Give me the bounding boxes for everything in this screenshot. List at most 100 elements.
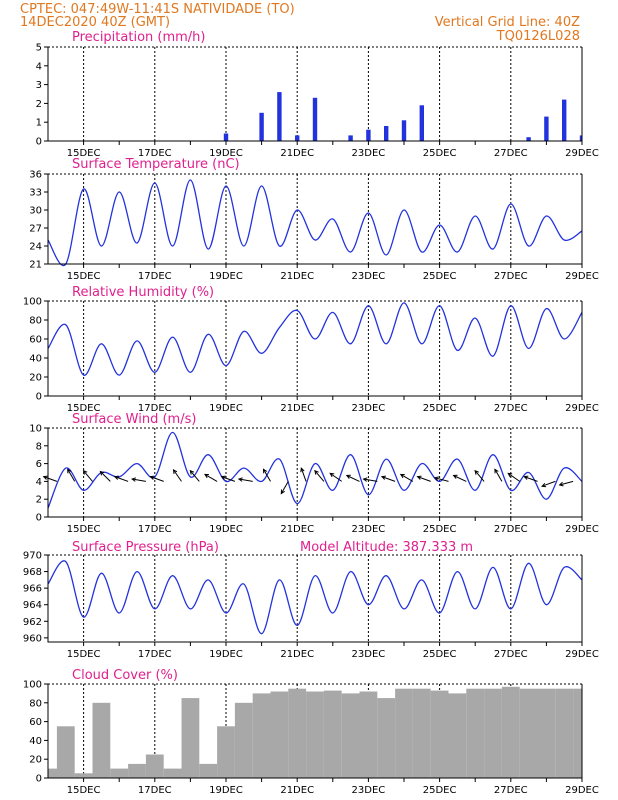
panel-6-bar	[501, 686, 520, 778]
panel-1-bar	[348, 135, 353, 141]
panel-6-x-tick-label: 15DEC	[67, 785, 101, 796]
panel-4-x-tick-label: 19DEC	[209, 524, 243, 535]
panel-6-x-tick-label: 17DEC	[138, 785, 172, 796]
panel-6-bar	[466, 688, 485, 778]
panel-4-x-tick-label: 29DEC	[565, 524, 599, 535]
header-grid-line: Vertical Grid Line: 40Z	[435, 15, 580, 30]
panel-5-x-tick-label: 19DEC	[209, 649, 243, 660]
panel-6-bar	[573, 688, 582, 778]
panel-4-wind-arrow	[221, 476, 236, 482]
panel-1-x-tick-label: 17DEC	[138, 148, 172, 159]
panel-4-wind-arrowhead	[523, 475, 529, 480]
panel-4-wind-arrow	[434, 477, 449, 482]
panel-4-wind-arrowhead	[433, 476, 440, 481]
panel-6-x-tick-label: 19DEC	[209, 785, 243, 796]
panel-5-annotation: Model Altitude: 387.333 m	[300, 540, 473, 555]
panel-4-wind-arrow	[83, 470, 93, 482]
panel-3-y-tick-label: 80	[29, 316, 42, 327]
panel-4-wind-arrowhead	[280, 489, 285, 495]
panel-1-x-tick-label: 15DEC	[67, 148, 101, 159]
panel-1-x-tick-label: 27DEC	[494, 148, 528, 159]
header-model: TQ0126L028	[496, 29, 580, 44]
panel-2-y-tick-label: 27	[29, 224, 42, 235]
panel-4-wind-arrowhead	[172, 468, 178, 474]
panel-5-y-tick-label: 960	[23, 633, 42, 644]
panel-6-title: Cloud Cover (%)	[72, 668, 178, 683]
panel-4-wind-arrow	[67, 469, 76, 482]
panel-4-title: Surface Wind (m/s)	[72, 412, 196, 427]
panel-1-y-tick-label: 2	[36, 99, 42, 110]
panel-2-frame	[47, 174, 583, 265]
panel-4-x-tick-label: 15DEC	[67, 524, 101, 535]
panel-4-wind-arrow	[417, 476, 431, 482]
panel-6-y-tick-label: 20	[29, 755, 42, 766]
panel-4-wind-arrow	[132, 478, 146, 482]
panel-6-x-tick-label: 25DEC	[423, 785, 457, 796]
panel-2-y-tick-label: 21	[29, 260, 42, 271]
panel-4-wind-arrow	[346, 475, 360, 482]
panel-6-y-tick-label: 80	[29, 698, 42, 709]
panel-2-y-tick-label: 30	[29, 206, 42, 217]
panel-3-x-tick-label: 25DEC	[423, 403, 457, 414]
panel-2-x-tick-label: 27DEC	[494, 271, 528, 282]
panel-2-y-tick-label: 33	[29, 188, 42, 199]
panel-4-wind-arrowhead	[380, 475, 386, 480]
panel-1-title: Precipitation (mm/h)	[72, 30, 205, 45]
panel-3-x-tick-label: 21DEC	[280, 403, 314, 414]
panel-6-y-tick-label: 100	[23, 680, 42, 691]
panel-2-y-tick-label: 36	[29, 170, 42, 181]
panel-5-frame	[47, 555, 583, 643]
panel-6-bar	[323, 690, 342, 778]
panel-4-x-tick-label: 17DEC	[138, 524, 172, 535]
panel-6-x-tick-label: 23DEC	[352, 785, 386, 796]
panel-1-x-tick-label: 23DEC	[352, 148, 386, 159]
panel-3-x-tick-label: 15DEC	[67, 403, 101, 414]
panel-5-x-tick-label: 29DEC	[565, 649, 599, 660]
panel-6-bar	[74, 773, 93, 778]
panel-5-y-tick-label: 962	[23, 617, 42, 628]
panel-6-bar	[484, 688, 502, 778]
panel-6-bar	[199, 763, 218, 778]
panel-2-y-tick-label: 24	[29, 242, 42, 253]
panel-3-x-tick-label: 27DEC	[494, 403, 528, 414]
panel-1-y-tick-label: 0	[36, 137, 42, 148]
panel-6-bar	[537, 688, 556, 778]
panel-6-bar	[234, 702, 253, 778]
panel-1-x-tick-label: 19DEC	[209, 148, 243, 159]
panel-6-bar	[56, 726, 75, 778]
panel-4-wind-arrowhead	[507, 472, 513, 478]
panel-5-x-tick-label: 17DEC	[138, 649, 172, 660]
panel-4-wind-arrow	[263, 469, 271, 482]
panel-6-bar	[555, 688, 574, 778]
panels: Precipitation (mm/h) 0 1 2 3 4 5 15DEC 17DEC 19DE…	[23, 30, 599, 796]
panel-4-wind-arrow	[314, 470, 325, 482]
panel-4-wind-arrowhead	[329, 472, 335, 478]
panel-1-y-tick-label: 1	[36, 118, 42, 129]
panel-4-y-tick-label: 4	[36, 477, 42, 488]
panel-6-bar	[377, 698, 396, 778]
panel-3-x-tick-label: 23DEC	[352, 403, 386, 414]
panel-4-y-tick-label: 8	[36, 441, 42, 452]
panel-4-x-tick-label: 25DEC	[423, 524, 457, 535]
panel-4-wind-arrowhead	[314, 469, 319, 475]
panel-4-wind-arrowhead	[558, 481, 564, 487]
panel-4-wind-arrowhead	[113, 475, 119, 480]
panel-4-wind-arrow	[381, 476, 396, 482]
panel-6-bar	[395, 688, 413, 778]
panel-5-y-tick-label: 968	[23, 567, 42, 578]
panel-1-x-tick-label: 25DEC	[423, 148, 457, 159]
panel-5-x-tick-label: 21DEC	[280, 649, 314, 660]
panel-2-x-tick-label: 15DEC	[67, 271, 101, 282]
panel-4-wind-arrowhead	[362, 477, 368, 482]
panel-1-bar	[579, 135, 582, 141]
panel-4-wind-arrowhead	[237, 477, 243, 482]
panel-6-x-tick-label: 27DEC	[494, 785, 528, 796]
panel-2-x-tick-label: 17DEC	[138, 271, 172, 282]
panel-1-bar	[562, 99, 567, 141]
panel-4-wind-arrowhead	[67, 468, 72, 474]
panel-4-wind-arrow	[173, 469, 182, 482]
panel-4-y-tick-label: 2	[36, 495, 42, 506]
panel-1-frame	[47, 47, 583, 142]
panel-5-title: Surface Pressure (hPa)	[72, 540, 219, 555]
